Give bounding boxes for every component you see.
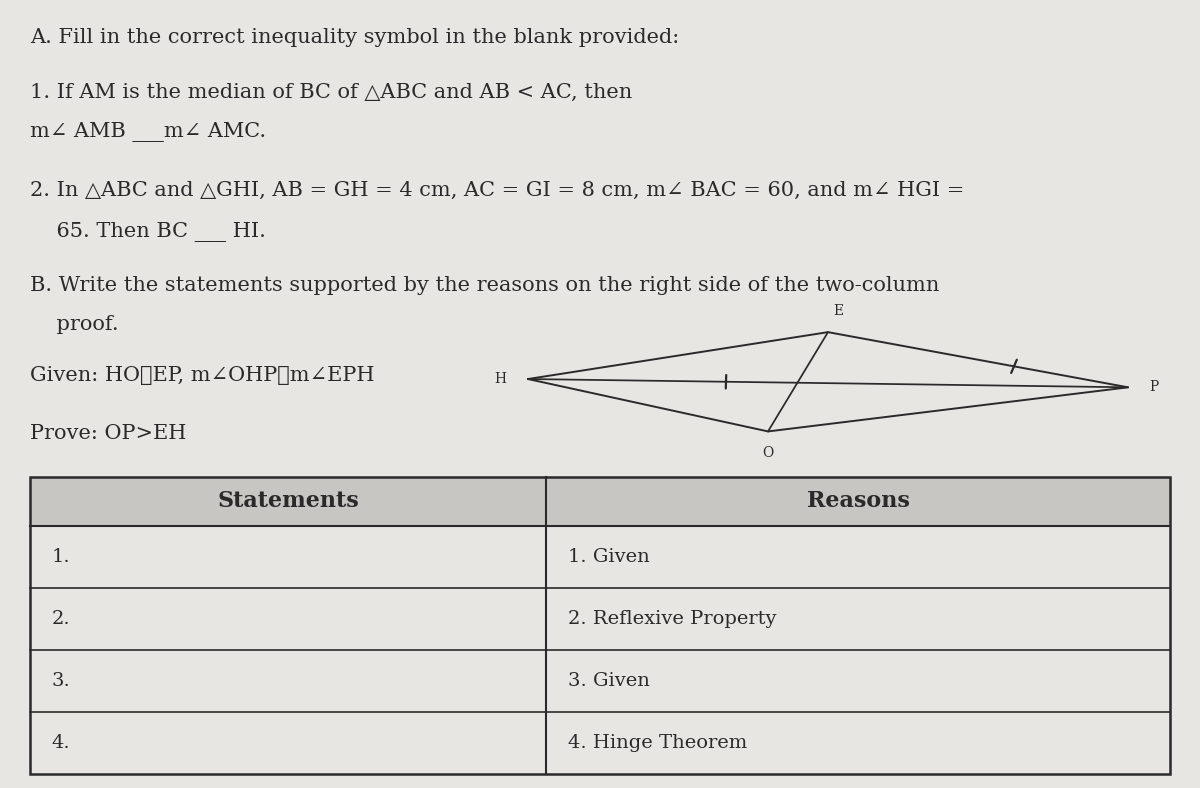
Text: Reasons: Reasons bbox=[806, 490, 910, 512]
Text: 2. In △ABC and △GHI, AB = GH = 4 cm, AC = GI = 8 cm, m∠ BAC = 60, and m∠ HGI =: 2. In △ABC and △GHI, AB = GH = 4 cm, AC … bbox=[30, 181, 965, 200]
Text: 65. Then BC ___ HI.: 65. Then BC ___ HI. bbox=[30, 222, 266, 242]
Text: 1. Given: 1. Given bbox=[568, 548, 649, 566]
Bar bbox=[30, 477, 1170, 774]
Text: proof.: proof. bbox=[30, 315, 119, 334]
Bar bbox=[30, 477, 1170, 526]
Text: A. Fill in the correct inequality symbol in the blank provided:: A. Fill in the correct inequality symbol… bbox=[30, 28, 679, 46]
Text: m∠ AMB ___m∠ AMC.: m∠ AMB ___m∠ AMC. bbox=[30, 122, 266, 142]
Text: 2.: 2. bbox=[52, 610, 71, 628]
Text: O: O bbox=[762, 446, 774, 459]
Text: Prove: OP>EH: Prove: OP>EH bbox=[30, 424, 186, 443]
Text: H: H bbox=[494, 372, 506, 386]
Text: 4.: 4. bbox=[52, 734, 71, 752]
Text: E: E bbox=[834, 304, 844, 318]
Text: 1. If AM is the median of BC of △ABC and AB < AC, then: 1. If AM is the median of BC of △ABC and… bbox=[30, 83, 632, 102]
Text: 3. Given: 3. Given bbox=[568, 671, 649, 690]
Text: 1.: 1. bbox=[52, 548, 71, 566]
Text: 3.: 3. bbox=[52, 671, 71, 690]
Text: Statements: Statements bbox=[217, 490, 359, 512]
Text: 2. Reflexive Property: 2. Reflexive Property bbox=[568, 610, 776, 628]
Text: B. Write the statements supported by the reasons on the right side of the two-co: B. Write the statements supported by the… bbox=[30, 276, 940, 295]
Text: P: P bbox=[1150, 381, 1159, 394]
Text: Given: HO≅EP, m∠OHP≅m∠EPH: Given: HO≅EP, m∠OHP≅m∠EPH bbox=[30, 366, 374, 385]
Text: 4. Hinge Theorem: 4. Hinge Theorem bbox=[568, 734, 746, 752]
